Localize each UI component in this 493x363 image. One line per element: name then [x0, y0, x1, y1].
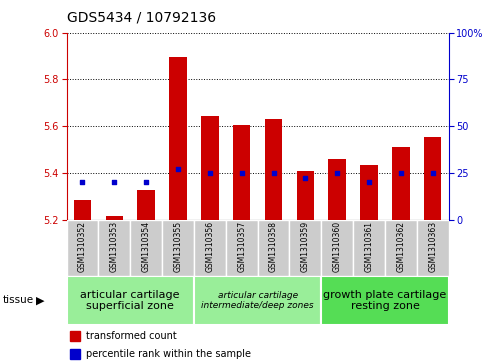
- Bar: [201, 116, 218, 220]
- Text: GSM1310361: GSM1310361: [364, 221, 374, 272]
- Text: GSM1310358: GSM1310358: [269, 221, 278, 272]
- Point: [301, 176, 309, 182]
- Text: articular cartilage
superficial zone: articular cartilage superficial zone: [80, 290, 180, 311]
- Bar: [99, 220, 130, 276]
- Bar: [194, 220, 226, 276]
- Text: GSM1310362: GSM1310362: [396, 221, 405, 272]
- Text: transformed count: transformed count: [86, 331, 176, 341]
- Bar: [328, 159, 346, 220]
- Text: GDS5434 / 10792136: GDS5434 / 10792136: [67, 11, 215, 25]
- Bar: [265, 119, 282, 220]
- Text: GSM1310353: GSM1310353: [110, 221, 119, 272]
- Point: [110, 179, 118, 185]
- Text: GSM1310352: GSM1310352: [78, 221, 87, 272]
- Bar: [392, 147, 410, 220]
- Bar: [70, 349, 80, 359]
- Bar: [70, 331, 80, 341]
- Text: GSM1310359: GSM1310359: [301, 221, 310, 272]
- Bar: [289, 220, 321, 276]
- Bar: [321, 220, 353, 276]
- Bar: [233, 125, 250, 220]
- Point: [270, 170, 278, 176]
- Point: [142, 179, 150, 185]
- Point: [397, 170, 405, 176]
- Bar: [257, 220, 289, 276]
- Point: [206, 170, 214, 176]
- Bar: [74, 200, 91, 220]
- Text: GSM1310360: GSM1310360: [333, 221, 342, 272]
- Text: percentile rank within the sample: percentile rank within the sample: [86, 349, 250, 359]
- Text: GSM1310363: GSM1310363: [428, 221, 437, 272]
- Point: [78, 179, 86, 185]
- Bar: [226, 220, 257, 276]
- Bar: [138, 191, 155, 220]
- Text: GSM1310357: GSM1310357: [237, 221, 246, 272]
- Point: [238, 170, 246, 176]
- Point: [429, 170, 437, 176]
- Bar: [162, 220, 194, 276]
- Text: GSM1310355: GSM1310355: [174, 221, 182, 272]
- Bar: [297, 171, 314, 220]
- Bar: [130, 220, 162, 276]
- Text: growth plate cartilage
resting zone: growth plate cartilage resting zone: [323, 290, 447, 311]
- Text: articular cartilage
intermediate/deep zones: articular cartilage intermediate/deep zo…: [201, 291, 314, 310]
- Bar: [67, 276, 194, 325]
- Point: [365, 179, 373, 185]
- Bar: [67, 220, 99, 276]
- Text: GSM1310354: GSM1310354: [141, 221, 151, 272]
- Bar: [321, 276, 449, 325]
- Text: GSM1310356: GSM1310356: [205, 221, 214, 272]
- Point: [333, 170, 341, 176]
- Bar: [417, 220, 449, 276]
- Bar: [385, 220, 417, 276]
- Bar: [169, 57, 187, 220]
- Bar: [353, 220, 385, 276]
- Bar: [360, 165, 378, 220]
- Point: [174, 166, 182, 172]
- Bar: [424, 136, 441, 220]
- Text: tissue: tissue: [2, 295, 34, 305]
- Text: ▶: ▶: [35, 295, 44, 305]
- Bar: [106, 216, 123, 220]
- Bar: [194, 276, 321, 325]
